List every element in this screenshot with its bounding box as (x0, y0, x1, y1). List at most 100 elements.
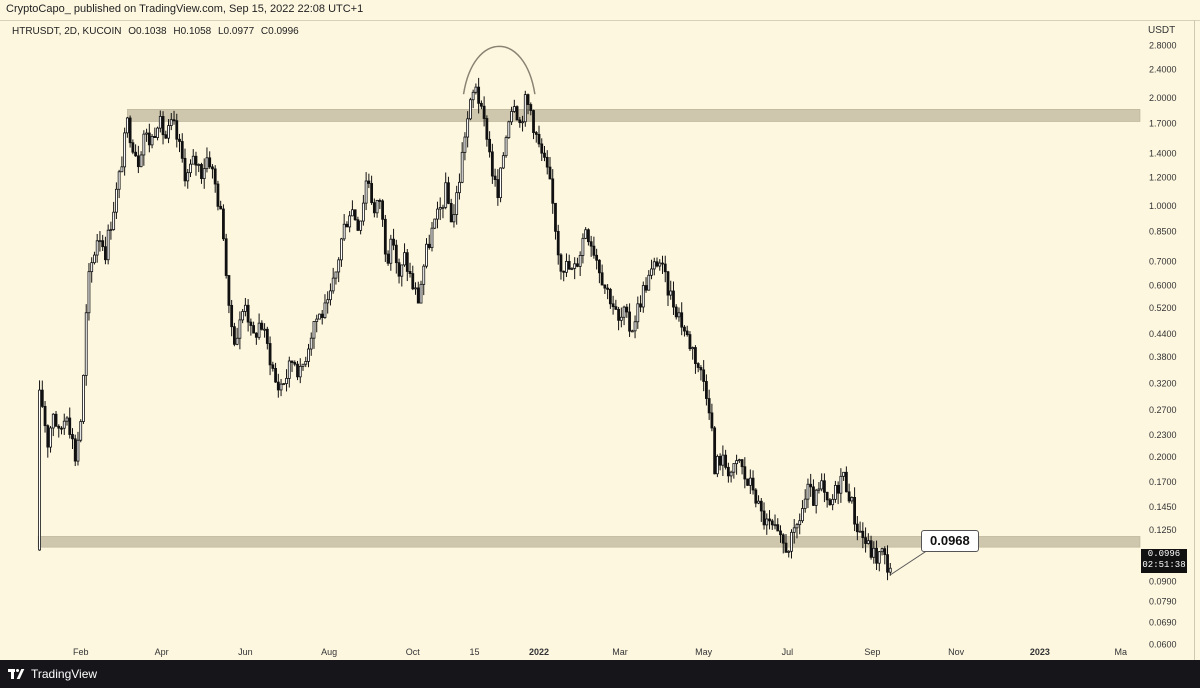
candle-body (630, 330, 634, 333)
price-axis[interactable]: USDT 2.8000 2.4000 2.0000 1.7000 1.4000 1.200… (1148, 25, 1177, 649)
price-tick-label: 2.8000 (1149, 41, 1177, 51)
candle-body (318, 313, 321, 320)
last-price-value: 0.0996 (1147, 549, 1181, 559)
candle-body (625, 306, 629, 313)
candle-body (474, 86, 478, 93)
candle-body (694, 347, 697, 364)
price-tick-label: 2.0000 (1149, 93, 1177, 103)
candle-body (510, 111, 513, 123)
candle-body (383, 218, 387, 255)
candle-body (101, 240, 105, 248)
candle-body (175, 120, 179, 140)
candle-body (309, 337, 313, 350)
candle-body (718, 455, 722, 466)
candle-body (95, 240, 99, 256)
candle-body (430, 227, 434, 249)
candle-body (622, 306, 626, 318)
resistance-zone (127, 109, 1141, 122)
candle-body (768, 518, 771, 522)
candle-body (759, 500, 763, 512)
candle-body (400, 264, 404, 277)
candle-body (757, 500, 760, 504)
candle-body (754, 489, 758, 504)
candle-body (123, 132, 127, 168)
candle-body (817, 488, 821, 491)
candle-body (595, 254, 599, 261)
candle-body (853, 496, 856, 525)
candle-body (814, 489, 818, 506)
candle-body (779, 530, 782, 536)
candle-body (337, 259, 341, 273)
candle-body (153, 135, 157, 138)
candle-body (672, 290, 675, 308)
last-price-flag: 0.0996 02:51:38 (1141, 549, 1187, 573)
time-tick-label: 15 (470, 647, 480, 657)
candle-body (117, 171, 121, 190)
callout-pointer (890, 549, 929, 575)
candle-body (331, 277, 335, 292)
candle-body (257, 322, 261, 338)
candle-body (441, 206, 445, 209)
candle-body (164, 134, 168, 139)
candle-body (792, 527, 796, 533)
candle-body (529, 104, 533, 111)
candle-body (512, 106, 516, 112)
candle-body (238, 319, 242, 339)
price-chart[interactable]: USDT 2.8000 2.4000 2.0000 1.7000 1.4000 1.200… (0, 20, 1200, 660)
candle-body (389, 238, 393, 264)
candle-body (139, 154, 143, 168)
candle-body (351, 209, 354, 217)
tradingview-logo[interactable]: TradingView (8, 667, 97, 681)
price-tick-label: 0.2700 (1149, 405, 1177, 415)
candle-body (866, 540, 870, 544)
candle-body (619, 316, 623, 321)
candle-body (235, 337, 239, 345)
candle-body (227, 275, 231, 306)
candle-body (147, 132, 151, 146)
candle-body (38, 389, 41, 551)
candle-body (490, 151, 494, 177)
candle-body (200, 164, 203, 179)
price-tick-label: 0.1250 (1149, 525, 1177, 535)
candle-body (112, 211, 116, 230)
candle-body (820, 480, 824, 490)
candle-body (191, 155, 195, 165)
candle-body (501, 155, 505, 169)
candle-body (850, 496, 854, 502)
candle-body (444, 182, 448, 208)
candle-body (68, 417, 72, 435)
time-axis[interactable]: Feb Apr Jun Aug Oct 15 2022 Mar May Jul Sep Nov 2023… (73, 647, 1127, 657)
candle-body (589, 241, 593, 247)
candle-body (833, 484, 837, 500)
candle-body (82, 374, 85, 422)
time-tick-label: Ma (1115, 647, 1128, 657)
candle-body (674, 306, 678, 318)
candle-body (880, 548, 884, 553)
candle-body (408, 271, 412, 274)
candle-body (466, 118, 470, 138)
candle-body (888, 567, 892, 573)
candle-body (705, 381, 708, 399)
candle-body (551, 178, 555, 204)
candle-body (156, 127, 159, 138)
candle-body (688, 334, 692, 350)
candle-body (403, 252, 406, 266)
candle-body (342, 223, 346, 240)
candle-body (570, 267, 574, 270)
time-tick-label: Oct (406, 647, 421, 657)
candle-body (886, 554, 889, 573)
price-tick-label: 1.7000 (1149, 118, 1177, 128)
candle-body (485, 118, 489, 140)
candle-body (696, 363, 700, 368)
candle-body (252, 325, 256, 334)
candle-body (573, 263, 577, 269)
candle-body (194, 155, 198, 166)
candle-body (213, 168, 217, 185)
candle-body (202, 168, 206, 179)
close-value: C0.0996 (260, 26, 299, 37)
candle-body (367, 180, 371, 184)
candle-body (504, 137, 508, 157)
candle-body (883, 548, 887, 556)
price-tick-label: 2.4000 (1149, 65, 1177, 75)
candle-body (790, 531, 793, 552)
